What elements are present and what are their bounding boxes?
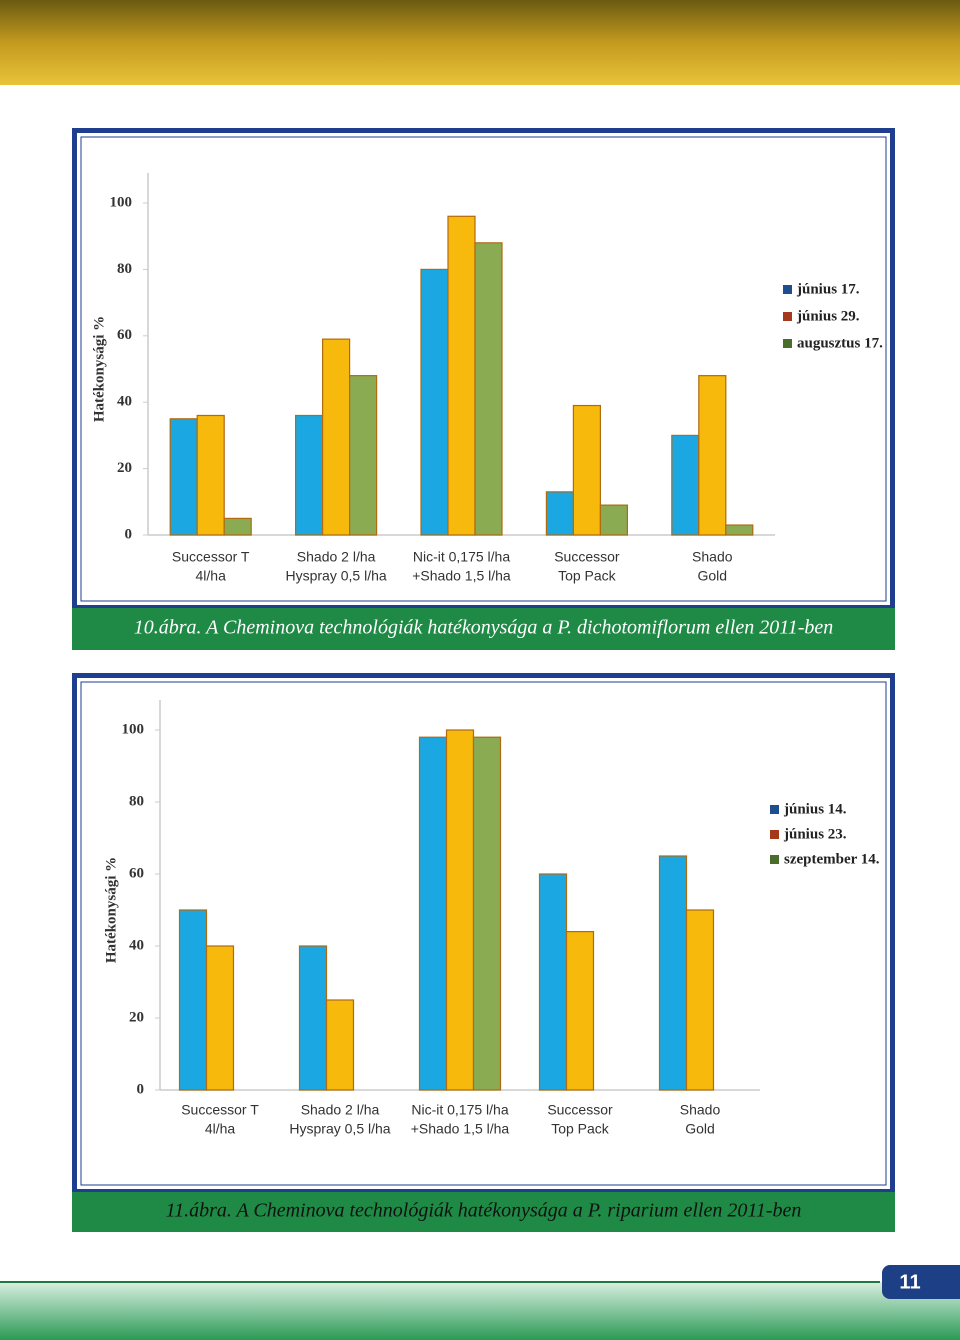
legend-swatch (770, 855, 779, 864)
bar (420, 268, 449, 536)
x-tick-label: Top Pack (551, 1121, 610, 1137)
x-tick-label: Shado 2 l/ha (301, 1102, 380, 1118)
x-tick-label: +Shado 1,5 l/ha (412, 568, 511, 584)
legend-swatch (783, 339, 792, 348)
bar (196, 414, 225, 536)
bar (223, 517, 252, 536)
legend-swatch (783, 312, 792, 321)
bar (322, 338, 351, 536)
legend-label: június 17. (796, 281, 860, 297)
y-tick-label: 20 (117, 460, 132, 476)
x-tick-label: Nic-it 0,175 l/ha (413, 549, 510, 565)
bar (685, 909, 715, 1091)
legend-swatch (783, 285, 792, 294)
x-tick-label: Gold (685, 1121, 715, 1137)
bar (178, 909, 208, 1091)
bar (658, 855, 688, 1091)
y-tick-label: 40 (117, 394, 132, 410)
bar (698, 375, 727, 536)
footer-band (0, 1282, 960, 1340)
x-tick-label: Shado (692, 549, 733, 565)
bar (671, 434, 700, 536)
caption-band (72, 608, 895, 650)
y-tick-label: 40 (129, 937, 144, 953)
bar (474, 242, 503, 536)
caption: 11.ábra. A Cheminova technológiák hatéko… (166, 1200, 802, 1222)
x-tick-label: Hyspray 0,5 l/ha (289, 1121, 390, 1137)
bar (472, 736, 502, 1091)
y-tick-label: 60 (117, 327, 132, 343)
x-tick-label: Successor (547, 1102, 613, 1118)
legend-label: június 14. (783, 801, 847, 817)
bar (445, 729, 475, 1091)
x-tick-label: Successor T (172, 549, 250, 565)
bar (599, 504, 629, 536)
x-tick-label: Successor (554, 549, 620, 565)
bar (325, 999, 355, 1091)
x-tick-label: Gold (698, 568, 728, 584)
x-tick-label: Nic-it 0,175 l/ha (411, 1102, 508, 1118)
y-tick-label: 80 (117, 261, 132, 277)
chart-panel-border (80, 681, 887, 1186)
legend-label: június 29. (796, 308, 860, 324)
legend-label: augusztus 17. (797, 335, 883, 351)
bar (572, 404, 602, 536)
bar (169, 418, 198, 536)
y-tick-label: 60 (129, 865, 144, 881)
bar (205, 945, 235, 1091)
x-tick-label: Shado (680, 1102, 721, 1118)
x-tick-label: Shado 2 l/ha (297, 549, 376, 565)
caption-band (72, 1192, 895, 1232)
legend-swatch (770, 805, 779, 814)
x-tick-label: 4l/ha (196, 568, 227, 584)
y-tick-label: 0 (137, 1081, 145, 1097)
page-number: 11 (899, 1271, 920, 1293)
y-tick-label: 80 (129, 793, 144, 809)
legend-label: június 23. (783, 826, 847, 842)
x-tick-label: 4l/ha (205, 1121, 236, 1137)
bar (349, 375, 378, 536)
legend-label: szeptember 14. (784, 851, 880, 867)
chart-panel-border (80, 136, 887, 602)
caption: 10.ábra. A Cheminova technológiák hatéko… (134, 617, 834, 639)
y-tick-label: 0 (125, 526, 133, 542)
y-axis-label: Hatékonysági % (103, 857, 119, 963)
y-tick-label: 100 (122, 721, 145, 737)
x-tick-label: +Shado 1,5 l/ha (411, 1121, 510, 1137)
x-tick-label: Top Pack (558, 568, 617, 584)
y-tick-label: 100 (110, 194, 133, 210)
page-number-box (882, 1265, 960, 1299)
bar (295, 414, 324, 536)
bar (545, 491, 575, 536)
x-tick-label: Hyspray 0,5 l/ha (286, 568, 387, 584)
y-axis-label: Hatékonysági % (91, 316, 107, 422)
header-banner (0, 0, 960, 85)
bar (725, 524, 754, 536)
bar (538, 873, 568, 1091)
legend-swatch (770, 830, 779, 839)
bar (565, 930, 595, 1091)
x-tick-label: Successor T (181, 1102, 259, 1118)
y-tick-label: 20 (129, 1009, 144, 1025)
bar (298, 945, 328, 1091)
bar (418, 736, 448, 1091)
bar (447, 215, 476, 536)
